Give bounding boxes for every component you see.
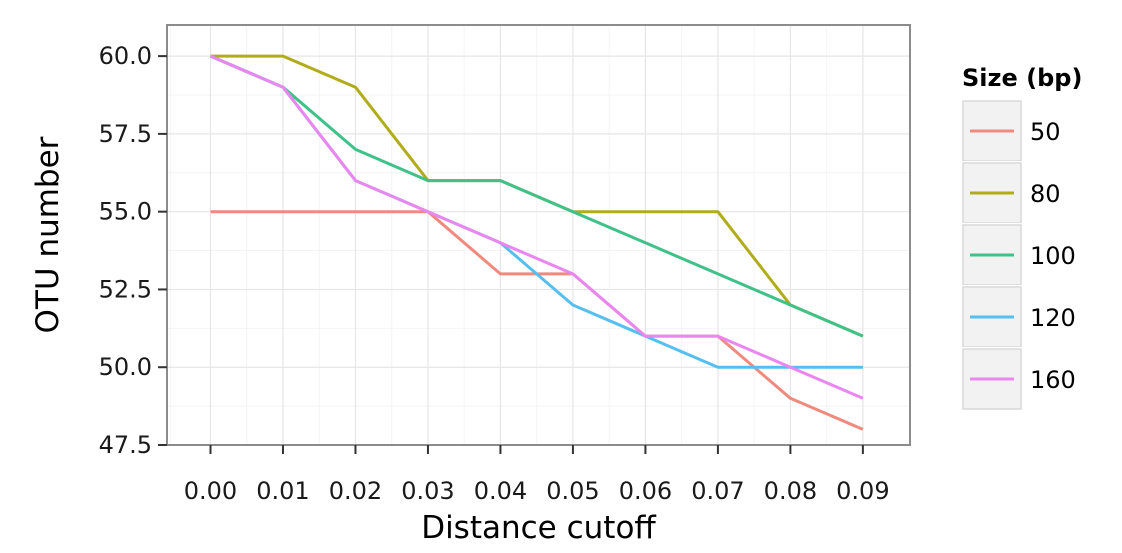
y-tick-label: 60.0 <box>99 42 152 70</box>
plot-panel-border <box>166 24 911 446</box>
grid <box>167 25 910 446</box>
x-tick-label: 0.07 <box>691 477 744 505</box>
legend: Size (bp) 50 80 100 120 160 <box>961 64 1082 411</box>
y-tick-label: 50.0 <box>99 353 152 381</box>
legend-label-160: 160 <box>1030 366 1076 394</box>
x-tick-label: 0.03 <box>401 477 454 505</box>
series-line-100 <box>209 54 864 338</box>
series-line-160 <box>209 54 864 400</box>
axes: 47.5 50.0 52.5 55.0 57.5 60.0 0.00 0.01 0.02 0.03… <box>99 42 890 505</box>
legend-label-120: 120 <box>1030 304 1076 332</box>
series-lines <box>209 54 864 431</box>
y-axis-title: OTU number <box>30 136 66 333</box>
x-tick-label: 0.09 <box>836 477 889 505</box>
x-axis-title: Distance cutoff <box>421 510 656 546</box>
y-tick-label: 55.0 <box>99 198 152 226</box>
x-tick-label: 0.06 <box>619 477 672 505</box>
x-tick-label: 0.04 <box>474 477 527 505</box>
legend-label-50: 50 <box>1030 118 1061 146</box>
x-tick-label: 0.08 <box>764 477 817 505</box>
y-tick-label: 57.5 <box>99 120 152 148</box>
x-tick-label: 0.02 <box>329 477 382 505</box>
y-tick-label: 47.5 <box>99 431 152 459</box>
legend-title: Size (bp) <box>962 64 1082 92</box>
x-tick-label: 0.05 <box>546 477 599 505</box>
y-tick-label: 52.5 <box>99 275 152 303</box>
legend-label-100: 100 <box>1030 242 1076 270</box>
legend-key-border <box>962 348 1022 410</box>
x-tick-label: 0.01 <box>256 477 309 505</box>
legend-label-80: 80 <box>1030 180 1061 208</box>
x-tick-label: 0.00 <box>184 477 237 505</box>
